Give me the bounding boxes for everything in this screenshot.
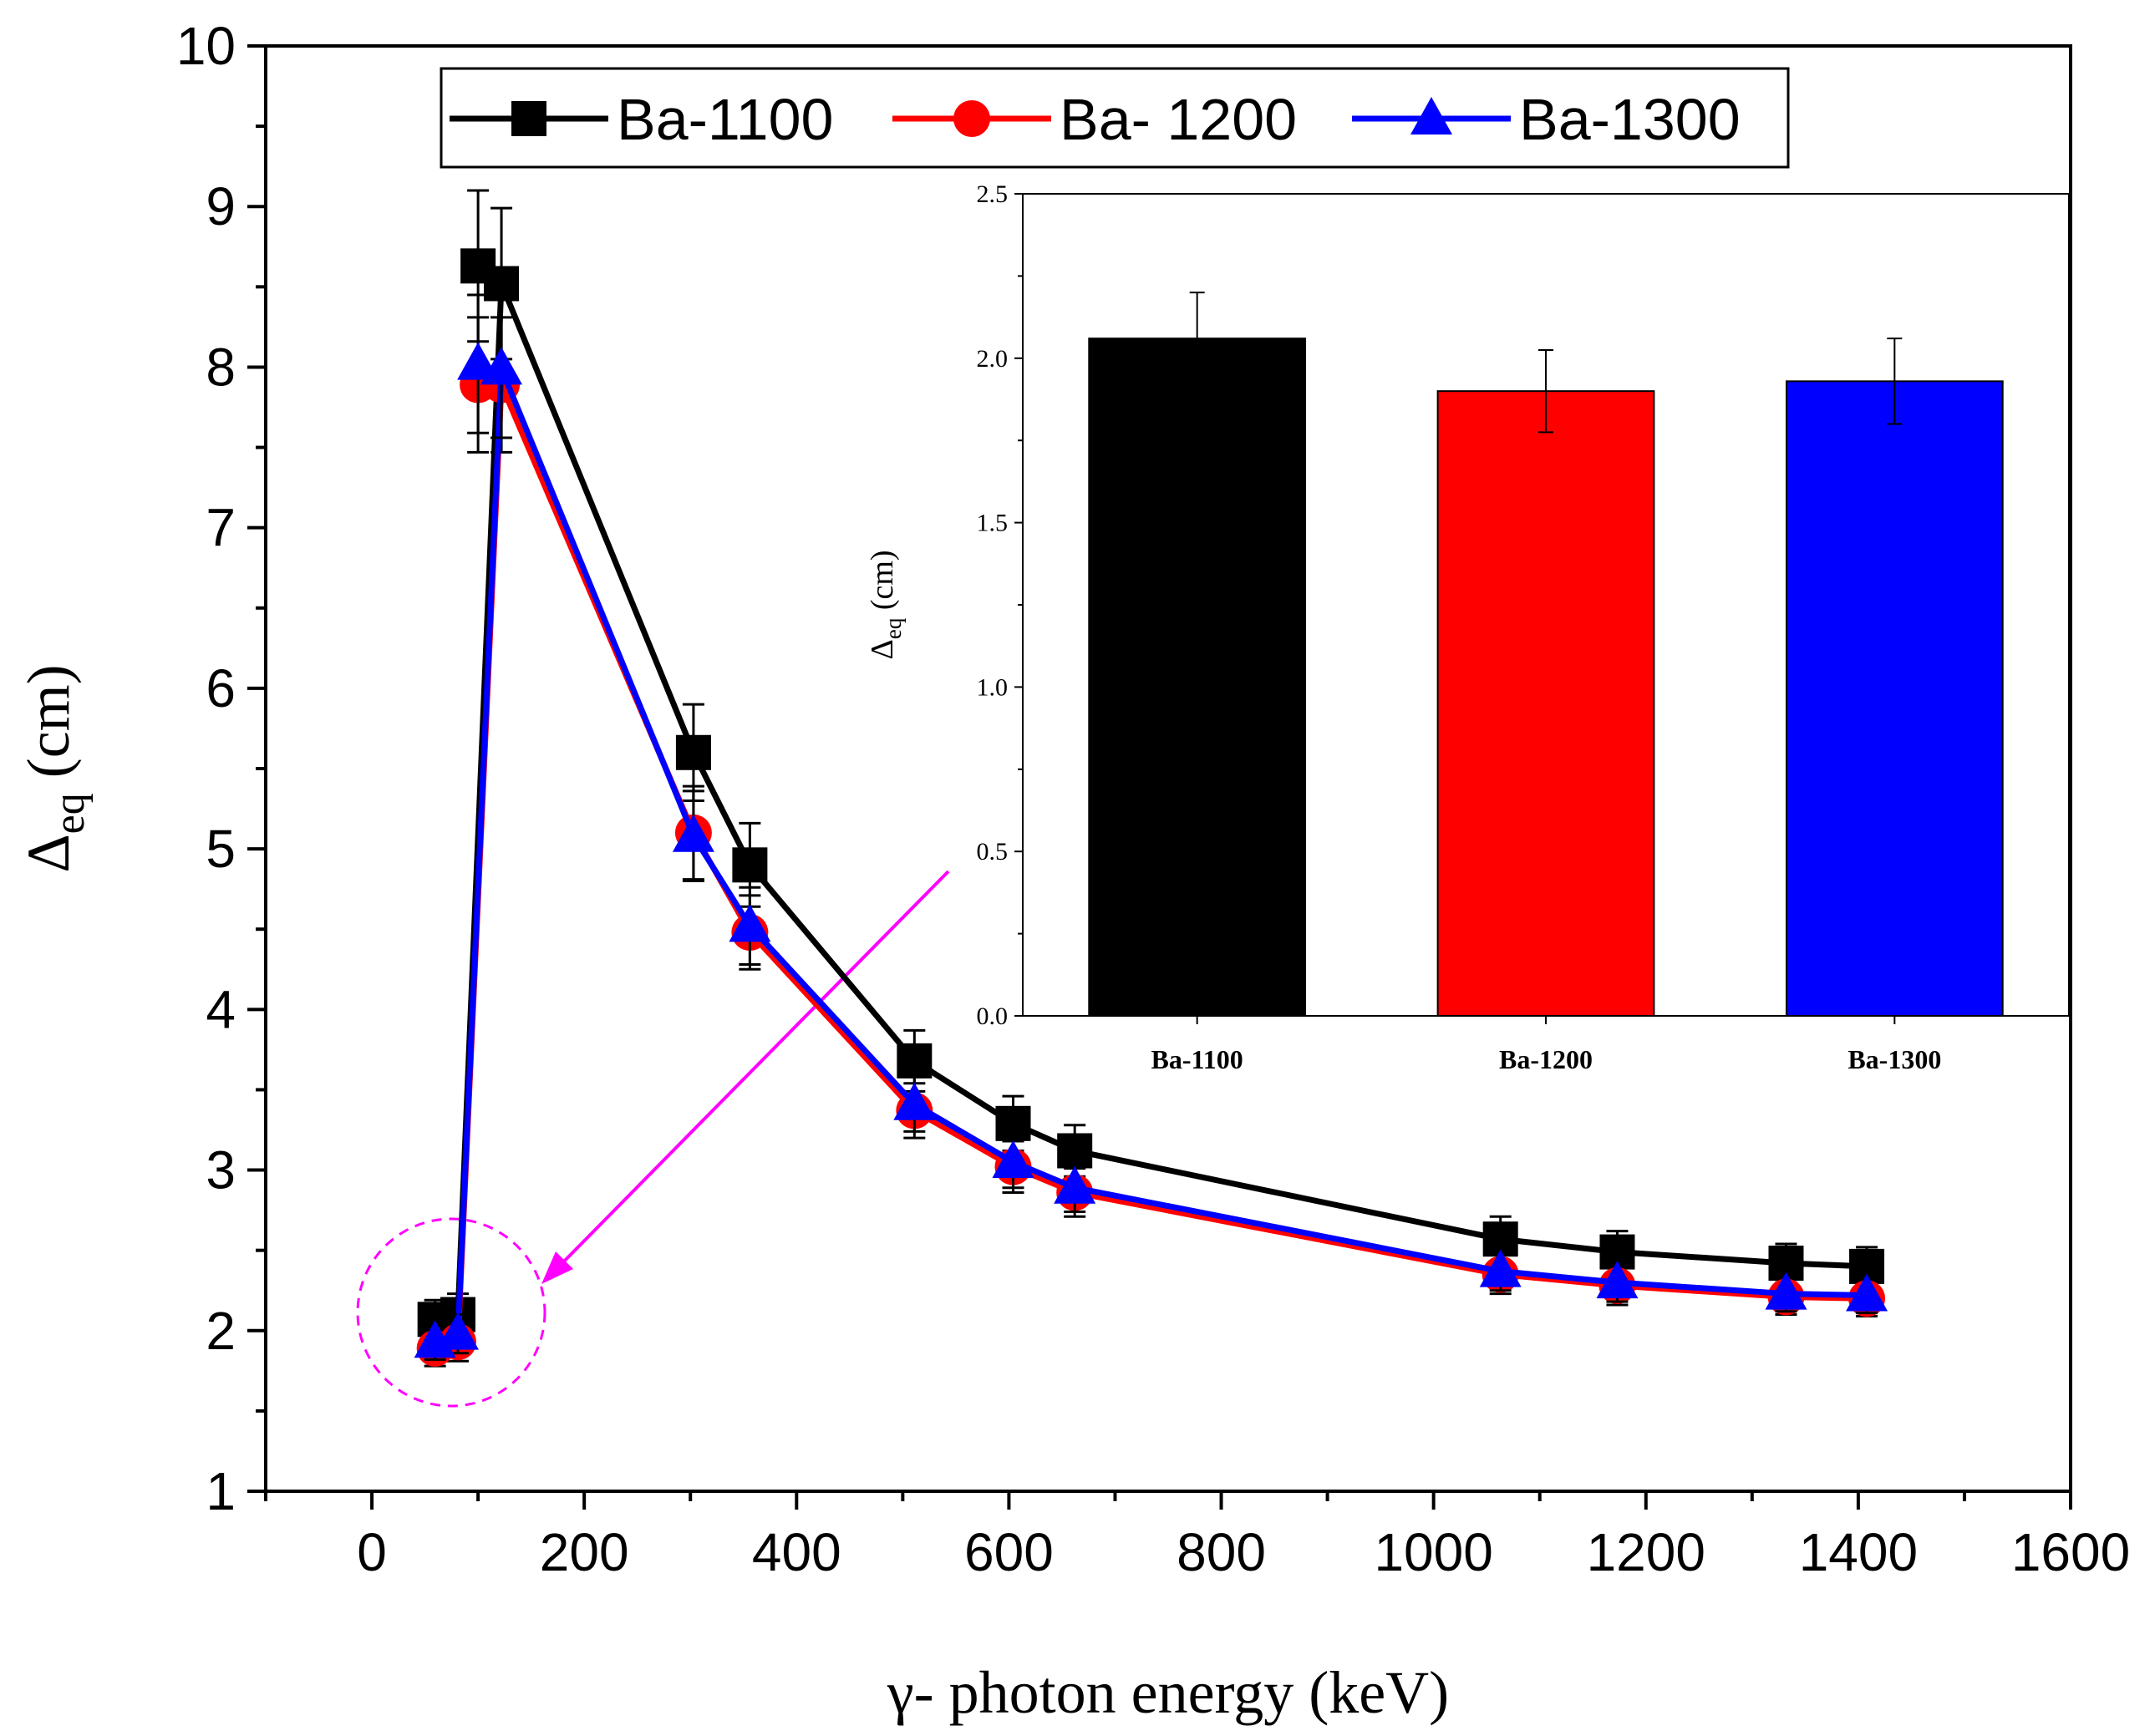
main-y-axis-unit: (cm) xyxy=(15,664,82,778)
inset-y-axis-symbol: Δ xyxy=(865,639,900,659)
inset-bar-ba-1300 xyxy=(1785,380,2004,1017)
x-tick-label: 400 xyxy=(752,1522,841,1582)
y-tick-label: 4 xyxy=(206,979,236,1039)
legend-label: Ba-1100 xyxy=(617,87,833,152)
inset-bars: Ba-1100 Ba-1200 Ba-1300 0.0 0.5 1.0 1.5 2.0 2.5 xyxy=(977,180,2004,1074)
data-point xyxy=(1846,1273,1888,1312)
y-tick-label: 9 xyxy=(206,176,236,236)
inset-y-tick-label: 1.5 xyxy=(977,510,1009,537)
data-point xyxy=(729,904,771,942)
legend: Ba-1100 Ba- 1200 Ba-1300 xyxy=(440,67,1790,169)
zoom-arrow-head xyxy=(541,1251,573,1284)
inset-y-tick-label: 1.0 xyxy=(977,673,1009,701)
inset-category-label: Ba-1300 xyxy=(1848,1044,1941,1074)
inset-bar-ba-1100 xyxy=(1088,338,1307,1017)
inset-category-label: Ba-1100 xyxy=(1151,1044,1243,1074)
inset-y-tick-label: 0.0 xyxy=(977,1003,1009,1030)
data-point xyxy=(1596,1261,1639,1299)
legend-marker xyxy=(511,101,546,136)
data-point xyxy=(1765,1272,1807,1310)
main-y-axis: 1 2 3 4 5 6 7 8 9 10 xyxy=(176,16,266,1521)
main-y-axis-title: Δeq (cm) xyxy=(15,664,94,872)
x-tick-label: 1000 xyxy=(1374,1522,1492,1582)
inset-bar-chart: Ba-1100 Ba-1200 Ba-13000.00.51.01.52.02.5 … xyxy=(865,180,2070,1074)
main-y-axis-symbol: Δ xyxy=(15,834,82,872)
data-point xyxy=(675,734,711,770)
legend-marker xyxy=(953,100,990,137)
x-tick-label: 0 xyxy=(357,1522,387,1582)
y-tick-label: 8 xyxy=(206,337,236,397)
y-tick-label: 5 xyxy=(206,819,236,879)
data-point xyxy=(897,1043,933,1079)
main-y-axis-subscript: eq xyxy=(46,793,94,834)
inset-y-axis-subscript: eq xyxy=(881,617,906,639)
inset-y-axis-unit: (cm) xyxy=(865,550,900,610)
inset-y-tick-label: 0.5 xyxy=(977,838,1009,865)
data-point xyxy=(457,342,500,380)
data-point xyxy=(1479,1249,1522,1287)
legend-box xyxy=(440,67,1790,169)
zoom-highlight-circle xyxy=(356,1217,546,1408)
data-point xyxy=(893,1082,936,1120)
svg-text:Δeq (cm): Δeq (cm) xyxy=(15,664,94,872)
inset-bar-ba-1200 xyxy=(1436,390,1655,1018)
data-point xyxy=(732,847,768,883)
main-x-axis-title: γ- photon energy (keV) xyxy=(887,1659,1449,1726)
inset-category-label: Ba-1200 xyxy=(1499,1044,1593,1074)
main-plot-series xyxy=(414,189,1888,1368)
legend-label: Ba-1300 xyxy=(1519,87,1741,152)
data-point xyxy=(992,1140,1034,1178)
data-point xyxy=(460,248,496,284)
legend-item-ba-1300: Ba-1300 xyxy=(1352,87,1741,152)
legend-item-ba-1200: Ba- 1200 xyxy=(892,87,1297,152)
y-tick-label: 1 xyxy=(206,1461,236,1521)
x-tick-label: 1400 xyxy=(1799,1522,1918,1582)
data-point xyxy=(672,814,714,852)
legend-item-ba-1100: Ba-1100 xyxy=(450,87,833,152)
zoom-arrow-line xyxy=(554,870,950,1272)
svg-text:Δeq (cm): Δeq (cm) xyxy=(865,550,906,659)
y-tick-label: 6 xyxy=(206,658,236,718)
y-tick-label: 7 xyxy=(206,498,236,558)
series-line xyxy=(434,365,1868,1345)
data-point xyxy=(1054,1165,1096,1204)
data-point xyxy=(436,1312,479,1350)
main-x-axis: 0 200 400 600 800 1000 1200 1400 1600 xyxy=(264,1491,2130,1582)
x-tick-label: 1600 xyxy=(2011,1522,2130,1582)
y-tick-label: 2 xyxy=(206,1301,236,1361)
inset-y-tick-label: 2.0 xyxy=(977,345,1009,373)
inset-y-tick-label: 2.5 xyxy=(977,180,1009,208)
legend-marker xyxy=(1410,97,1452,135)
x-tick-label: 800 xyxy=(1177,1522,1266,1582)
x-tick-label: 600 xyxy=(964,1522,1054,1582)
inset-y-axis-title: Δeq (cm) xyxy=(865,550,906,659)
y-tick-label: 3 xyxy=(206,1140,236,1200)
y-tick-label: 10 xyxy=(176,16,236,76)
series-ba-1300 xyxy=(414,293,1888,1361)
series-line xyxy=(434,280,1868,1322)
x-tick-label: 1200 xyxy=(1587,1522,1705,1582)
x-tick-label: 200 xyxy=(540,1522,629,1582)
legend-label: Ba- 1200 xyxy=(1060,87,1297,152)
